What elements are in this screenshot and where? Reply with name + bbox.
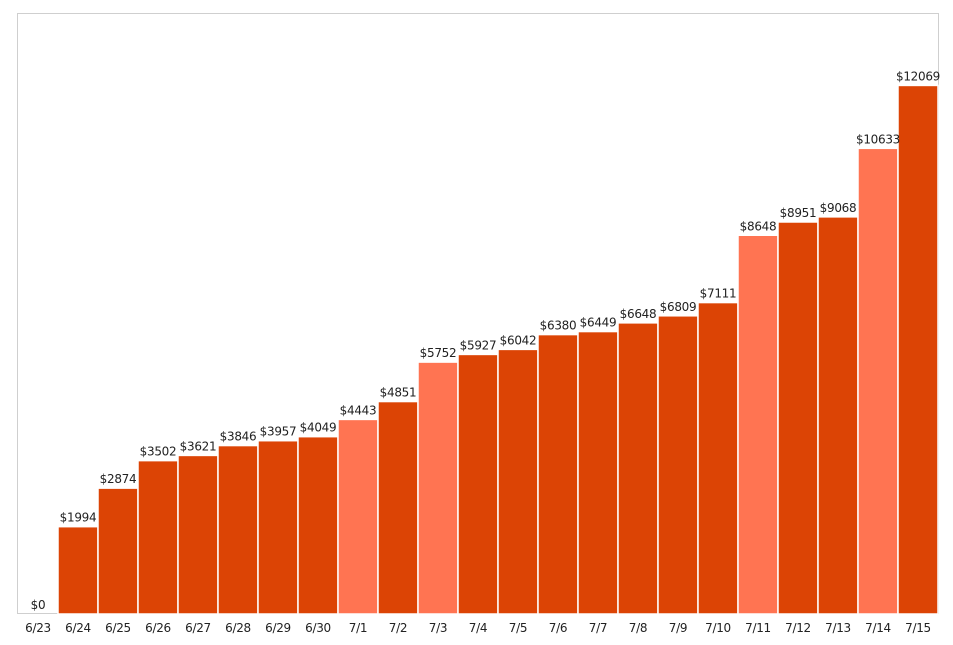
bar-6-26[interactable] (137, 459, 179, 615)
x-tick-label-7-14: 7/14 (865, 621, 891, 635)
x-tick-label-7-7: 7/7 (589, 621, 607, 635)
value-label-6-27: $3621 (180, 439, 217, 453)
value-label-7-15: $12069 (896, 69, 940, 83)
x-tick-label-6-24: 6/24 (65, 621, 91, 635)
bar-7-7[interactable] (577, 330, 619, 615)
bar-7-2[interactable] (377, 400, 419, 615)
value-label-7-14: $10633 (856, 132, 900, 146)
value-label-6-24: $1994 (60, 511, 97, 525)
bar-6-25[interactable] (97, 487, 139, 615)
bar-7-11[interactable] (737, 234, 779, 615)
bar-7-10[interactable] (697, 301, 739, 615)
x-tick-label-6-23: 6/23 (25, 621, 51, 635)
value-label-7-9: $6809 (660, 300, 697, 314)
x-tick-label-7-15: 7/15 (905, 621, 931, 635)
bar-6-27[interactable] (177, 454, 219, 615)
bar-7-3[interactable] (417, 361, 459, 615)
x-tick-label-7-5: 7/5 (509, 621, 527, 635)
x-tick-label-7-3: 7/3 (429, 621, 447, 635)
value-label-6-28: $3846 (220, 430, 257, 444)
value-label-7-11: $8648 (740, 219, 777, 233)
bar-7-15[interactable] (897, 84, 939, 615)
bar-7-1[interactable] (337, 418, 379, 615)
x-tick-label-7-6: 7/6 (549, 621, 567, 635)
x-tick-label-7-11: 7/11 (745, 621, 771, 635)
value-label-7-12: $8951 (780, 206, 817, 220)
x-tick-label-7-12: 7/12 (785, 621, 811, 635)
x-tick-label-7-9: 7/9 (669, 621, 687, 635)
value-label-7-13: $9068 (820, 201, 857, 215)
x-tick-label-6-30: 6/30 (305, 621, 331, 635)
x-tick-label-7-2: 7/2 (389, 621, 407, 635)
bar-7-5[interactable] (497, 348, 539, 615)
x-tick-label-7-13: 7/13 (825, 621, 851, 635)
bar-7-8[interactable] (617, 322, 659, 615)
value-label-7-2: $4851 (380, 386, 417, 400)
value-label-7-1: $4443 (340, 403, 377, 417)
bar-7-13[interactable] (817, 216, 859, 615)
value-label-7-5: $6042 (500, 333, 537, 347)
bars-group (57, 84, 939, 615)
value-label-6-30: $4049 (300, 421, 337, 435)
x-tick-label-7-8: 7/8 (629, 621, 647, 635)
value-label-6-25: $2874 (100, 472, 137, 486)
bar-6-28[interactable] (217, 444, 259, 615)
x-tick-label-6-27: 6/27 (185, 621, 211, 635)
bar-7-14[interactable] (857, 147, 899, 615)
value-label-6-23: $0 (31, 598, 46, 612)
bar-7-9[interactable] (657, 315, 699, 615)
x-tick-label-7-1: 7/1 (349, 621, 367, 635)
bar-7-4[interactable] (457, 353, 499, 615)
bar-6-29[interactable] (257, 439, 299, 615)
x-axis-ticks-group: 6/23 6/24 6/25 6/26 6/27 6/28 6/29 6/30 7/1 7/2 7/… (25, 621, 931, 635)
value-labels-group: $0 $1994 $2874$3502 $3621$3846 $3957 $4049$44… (31, 69, 941, 612)
x-tick-label-6-25: 6/25 (105, 621, 131, 635)
value-label-7-7: $6449 (580, 316, 617, 330)
value-label-7-6: $6380 (540, 319, 577, 333)
value-label-7-10: $7111 (700, 287, 737, 301)
value-label-7-3: $5752 (420, 346, 457, 360)
value-label-7-8: $6648 (620, 307, 657, 321)
value-label-6-26: $3502 (140, 445, 177, 459)
x-tick-label-7-4: 7/4 (469, 621, 487, 635)
bar-6-30[interactable] (297, 435, 339, 615)
x-tick-label-6-29: 6/29 (265, 621, 291, 635)
bar-7-12[interactable] (777, 221, 819, 615)
value-label-6-29: $3957 (260, 425, 297, 439)
x-tick-label-6-26: 6/26 (145, 621, 171, 635)
x-tick-label-7-10: 7/10 (705, 621, 731, 635)
value-label-7-4: $5927 (460, 338, 497, 352)
bar-6-24[interactable] (57, 525, 99, 615)
x-tick-label-6-28: 6/28 (225, 621, 251, 635)
bar-7-6[interactable] (537, 333, 579, 615)
